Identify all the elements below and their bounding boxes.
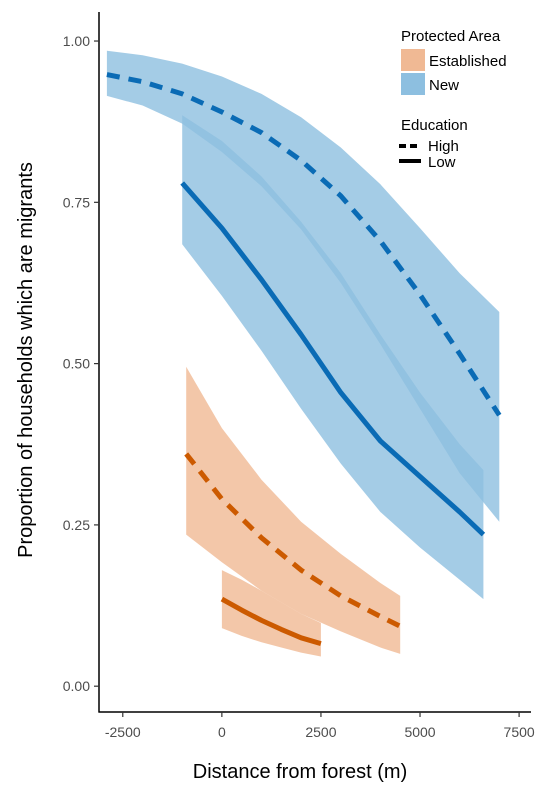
legend-linetype-title: Education: [401, 117, 468, 134]
axes: [98, 12, 531, 713]
legend-swatch-established: [401, 49, 425, 71]
confidence-bands: [106, 50, 500, 657]
x-tick-label: 0: [218, 724, 226, 740]
legend-label-new: New: [429, 77, 459, 94]
x-tick-label: 2500: [305, 724, 336, 740]
legend: Protected Area Established New Education…: [399, 28, 507, 171]
band-new-high: [106, 50, 500, 522]
x-axis-title: Distance from forest (m): [193, 761, 407, 783]
ticks: -2500 0 2500 5000 7500 0.00 0.25 0.50 0.75 1.00: [63, 33, 535, 740]
x-tick-label: 5000: [404, 724, 435, 740]
x-tick-label: 7500: [504, 724, 535, 740]
line-established-low: [220, 596, 322, 646]
legend-swatch-new: [401, 73, 425, 95]
y-tick-label: 1.00: [63, 33, 90, 49]
line-new-low: [180, 181, 486, 537]
y-tick-label: 0.00: [63, 678, 90, 694]
y-tick-label: 0.25: [63, 517, 90, 533]
band-new-low: [182, 115, 484, 600]
band-established-high: [186, 366, 401, 654]
legend-label-high: High: [428, 138, 459, 155]
series-lines: [106, 72, 502, 646]
legend-fill-title: Protected Area: [401, 28, 501, 45]
y-axis-title: Proportion of households which are migra…: [15, 162, 37, 558]
legend-label-established: Established: [429, 53, 507, 70]
line-established-high: [184, 452, 402, 629]
y-tick-label: 0.50: [63, 356, 90, 372]
line-new-high: [106, 72, 502, 417]
x-tick-label: -2500: [105, 724, 141, 740]
legend-label-low: Low: [428, 154, 456, 171]
y-tick-label: 0.75: [63, 194, 90, 210]
